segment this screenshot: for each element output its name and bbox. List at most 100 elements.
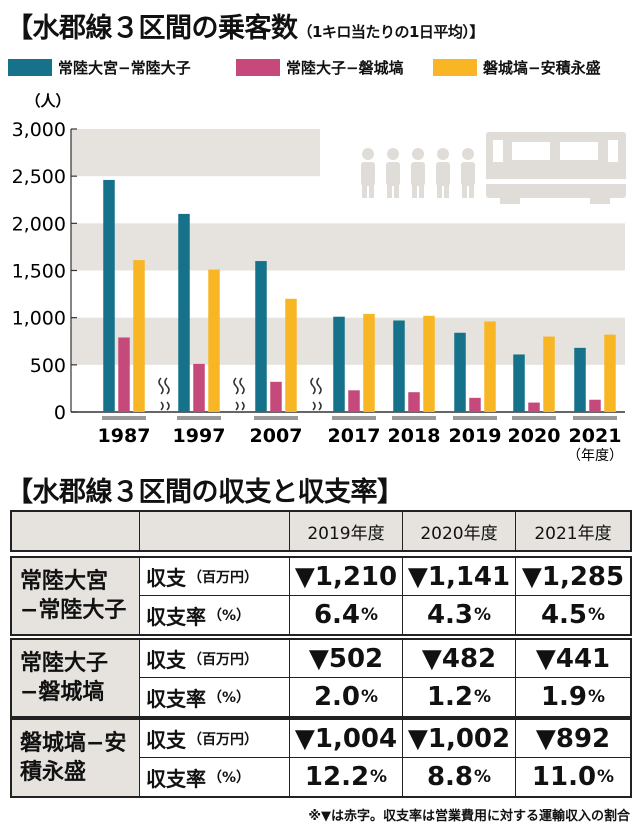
y-tick-label: 0 bbox=[54, 402, 66, 424]
balance-value: ▼892 bbox=[515, 720, 630, 758]
bar bbox=[408, 392, 420, 412]
x-tick-label: 2017 bbox=[328, 425, 381, 447]
bar bbox=[589, 399, 601, 412]
ratio-value: 4.3% bbox=[402, 596, 515, 634]
balance-value: ▼482 bbox=[402, 640, 515, 678]
balance-value: ▼1,210 bbox=[289, 558, 402, 596]
bar bbox=[454, 332, 466, 412]
x-tick-label: 2018 bbox=[388, 425, 441, 447]
background-band bbox=[71, 223, 625, 271]
balance-value: ▼1,285 bbox=[515, 558, 630, 596]
x-tick-marker bbox=[392, 416, 436, 420]
section-name: 磐城塙−安積永盛 bbox=[12, 720, 139, 796]
section-daigo-hanawa: 常陸大子−磐城塙 収支 （百万円） ▼502 ▼482 ▼441 収支率 （%） 2… bbox=[10, 638, 632, 718]
bar bbox=[363, 313, 375, 412]
section-hanawa-asaka: 磐城塙−安積永盛 収支 （百万円） ▼1,004 ▼1,002 ▼892 収支率（… bbox=[10, 718, 632, 798]
header-year-2019: 2019年度 bbox=[289, 512, 402, 550]
axis-break-mark bbox=[164, 377, 170, 411]
y-tick-label: 2,500 bbox=[12, 166, 66, 188]
bar bbox=[208, 269, 220, 412]
y-tick-label: 3,000 bbox=[12, 119, 66, 141]
balance-value: ▼1,002 bbox=[402, 720, 515, 758]
balance-label: 収支 （百万円） bbox=[139, 640, 289, 678]
ratio-value: 2.0% bbox=[289, 678, 402, 716]
x-tick-label: 1987 bbox=[98, 425, 151, 447]
bar bbox=[118, 337, 130, 412]
legend-swatch-3 bbox=[433, 58, 477, 76]
background-band bbox=[71, 317, 625, 365]
bar bbox=[178, 213, 190, 412]
balance-value: ▼441 bbox=[515, 640, 630, 678]
bar-chart: 0 500 1,000 1,500 2,000 2,500 3,000 （人） 1987 19… bbox=[12, 92, 626, 464]
x-tick-marker bbox=[453, 416, 497, 420]
axis-break-mark bbox=[158, 377, 164, 411]
bar bbox=[513, 354, 525, 412]
x-tick-marker bbox=[102, 416, 146, 420]
bar bbox=[255, 261, 267, 412]
x-tick-marker bbox=[573, 416, 617, 420]
x-axis-unit: （年度） bbox=[567, 448, 623, 464]
bar bbox=[604, 334, 616, 412]
ratio-value: 1.9% bbox=[515, 678, 630, 716]
people-icon bbox=[361, 148, 475, 198]
ratio-label: 収支率 （%） bbox=[139, 758, 289, 796]
bar bbox=[393, 320, 405, 412]
x-tick-label: 1997 bbox=[173, 425, 226, 447]
ratio-label: 収支率 （%） bbox=[139, 678, 289, 716]
bar bbox=[133, 260, 145, 412]
legend-item-3: 磐城塙−安積永盛 bbox=[433, 56, 601, 78]
x-tick-label: 2020 bbox=[508, 425, 561, 447]
axis-break-mark bbox=[239, 377, 245, 411]
bar bbox=[574, 347, 586, 412]
header-blank bbox=[12, 512, 139, 550]
bar bbox=[285, 298, 297, 412]
bar bbox=[348, 390, 360, 412]
y-tick-label: 1,500 bbox=[12, 261, 66, 283]
legend-swatch-1 bbox=[8, 58, 52, 76]
footnote: ※▼は赤字。収支率は営業費用に対する運輸収入の割合 bbox=[308, 809, 630, 824]
ratio-value: 1.2% bbox=[402, 678, 515, 716]
balance-label: 収支 （百万円） bbox=[139, 720, 289, 758]
bar bbox=[528, 402, 540, 412]
ratio-value: 6.4% bbox=[289, 596, 402, 634]
x-tick-label: 2019 bbox=[449, 425, 502, 447]
x-tick-marker bbox=[332, 416, 376, 420]
axis-break-mark bbox=[233, 377, 239, 411]
x-tick-label: 2007 bbox=[250, 425, 303, 447]
background-band bbox=[71, 129, 320, 177]
bar bbox=[270, 381, 282, 412]
bar bbox=[423, 315, 435, 412]
bar bbox=[103, 179, 115, 412]
y-axis-label: （人） bbox=[25, 92, 70, 110]
header-blank-2 bbox=[139, 512, 289, 550]
chart-subtitle: （1キロ当たりの1日平均）】 bbox=[297, 23, 485, 41]
bar bbox=[543, 336, 555, 412]
x-tick-marker bbox=[512, 416, 556, 420]
header-year-2021: 2021年度 bbox=[515, 512, 630, 550]
ratio-label: 収支率 （%） bbox=[139, 596, 289, 634]
y-tick-label: 2,000 bbox=[12, 213, 66, 235]
x-tick-marker bbox=[177, 416, 221, 420]
axis-break-mark bbox=[310, 377, 316, 411]
table-title: 【水郡線３区間の収支と収支率】 bbox=[6, 477, 404, 508]
ratio-value: 8.8% bbox=[402, 758, 515, 796]
ratio-value: 11.0% bbox=[515, 758, 630, 796]
axis-break-mark bbox=[316, 377, 322, 411]
bar bbox=[333, 316, 345, 412]
y-tick-label: 500 bbox=[30, 355, 66, 377]
balance-value: ▼1,141 bbox=[402, 558, 515, 596]
bar bbox=[484, 321, 496, 412]
x-tick-label: 2021 bbox=[569, 425, 622, 447]
y-tick-label: 1,000 bbox=[12, 308, 66, 330]
train-icon bbox=[486, 132, 626, 204]
legend-item-1: 常陸大宮−常陸大子 bbox=[8, 56, 191, 78]
balance-label: 収支 （百万円） bbox=[139, 558, 289, 596]
ratio-value: 4.5% bbox=[515, 596, 630, 634]
section-omiya-daigo: 常陸大宮−常陸大子 収支 （百万円） ▼1,210 ▼1,141 ▼1,285 収… bbox=[10, 556, 632, 636]
legend-swatch-2 bbox=[236, 58, 280, 76]
legend-item-2: 常陸大子−磐城塙 bbox=[236, 56, 404, 78]
balance-value: ▼1,004 bbox=[289, 720, 402, 758]
section-name: 常陸大宮−常陸大子 bbox=[12, 558, 139, 634]
chart-title: 【水郡線３区間の乗客数（1キロ当たりの1日平均）】 bbox=[6, 13, 485, 44]
ratio-value: 12.2% bbox=[289, 758, 402, 796]
